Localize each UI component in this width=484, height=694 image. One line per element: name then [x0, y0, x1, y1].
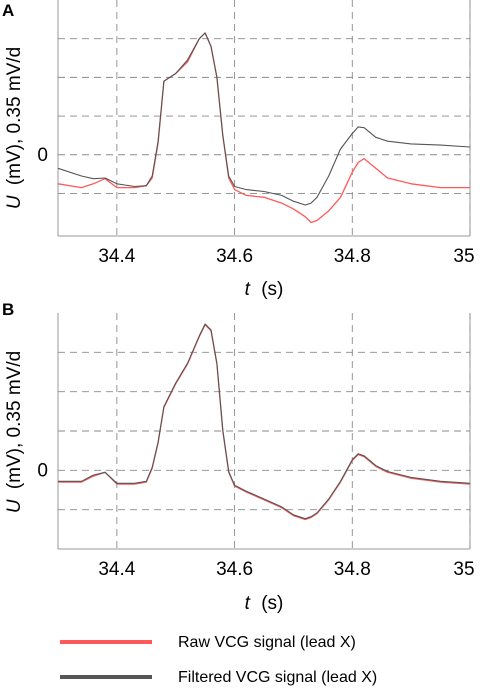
series-line-raw	[57, 32, 470, 224]
y-tick-label: 0	[37, 145, 48, 166]
x-tick-label: 35	[453, 246, 474, 267]
series-line-filtered	[58, 323, 471, 520]
x-axis-title-symbol: t	[245, 593, 251, 614]
y-axis-title-text: (mV), 0.35 mV/d	[4, 351, 25, 489]
legend: Raw VCG signal (lead X) Filtered VCG sig…	[60, 634, 377, 686]
y-axis-title-b: U (mV), 0.35 mV/d	[4, 351, 25, 513]
x-tick-label: 34.6	[216, 246, 253, 267]
chart-panel-b: B U (mV), 0.35 mV/d t (s) 34.4 34.6 34.8 35…	[2, 300, 475, 614]
x-axis-title-b: t (s)	[245, 593, 284, 614]
x-tick-label: 34.4	[98, 559, 135, 580]
y-axis-title-text: (mV), 0.35 mV/d	[4, 47, 25, 185]
x-tick-label: 34.8	[334, 559, 371, 580]
x-tick-label: 34.6	[216, 559, 253, 580]
y-axis-title-symbol: U	[4, 195, 25, 209]
series-line-raw	[58, 324, 471, 521]
legend-label-raw: Raw VCG signal (lead X)	[178, 634, 356, 651]
x-axis-title-unit: (s)	[261, 593, 283, 614]
legend-label-filtered: Filtered VCG signal (lead X)	[178, 669, 377, 686]
y-axis-title-a: U (mV), 0.35 mV/d	[4, 47, 25, 209]
svg-text:U (mV), 0.35 mV/d: U (mV), 0.35 mV/d	[4, 47, 25, 209]
x-axis-title-unit: (s)	[261, 279, 283, 300]
panel-label-b: B	[2, 300, 14, 319]
y-axis-title-symbol: U	[4, 499, 25, 513]
x-axis-title-symbol: t	[245, 279, 251, 300]
x-tick-label: 34.8	[334, 246, 371, 267]
series-line-filtered	[57, 32, 471, 206]
svg-text:U (mV), 0.35 mV/d: U (mV), 0.35 mV/d	[4, 351, 25, 513]
x-tick-label: 35	[453, 559, 474, 580]
x-axis-title-a: t (s)	[245, 279, 284, 300]
chart-panel-a: A U (mV), 0.35 mV/d t (s) 34.4 34.6 34.8 35…	[2, 0, 475, 300]
y-tick-label: 0	[37, 460, 48, 481]
x-tick-label: 34.4	[98, 246, 135, 267]
panel-label-a: A	[2, 1, 14, 20]
